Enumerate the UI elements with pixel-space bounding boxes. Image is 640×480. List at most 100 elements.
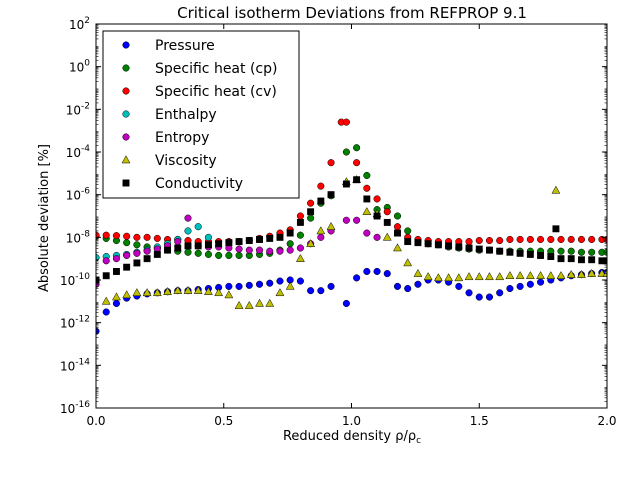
- legend-marker-specific-heat-cv: [122, 87, 130, 95]
- point-pressure: [296, 277, 304, 285]
- point-viscosity: [413, 268, 423, 277]
- point-viscosity: [214, 288, 224, 297]
- legend: Pressure Specific heat (cp) Specific heat …: [102, 30, 300, 199]
- point-specific-heat-cv: [133, 233, 141, 241]
- point-conductivity: [547, 253, 555, 260]
- legend-marker-enthalpy: [122, 110, 130, 118]
- point-viscosity: [275, 288, 285, 297]
- point-entropy: [276, 247, 284, 255]
- point-conductivity: [204, 241, 212, 249]
- point-entropy: [143, 247, 151, 255]
- point-viscosity: [536, 271, 545, 279]
- point-specific-heat-cp: [296, 231, 304, 239]
- axes: 0.0 0.5 1.0 1.5 2.0 102 100 10-2 10-4 10-6 10-8 10-…: [60, 16, 617, 428]
- point-viscosity: [122, 290, 132, 299]
- point-conductivity: [537, 252, 545, 259]
- point-viscosity: [295, 253, 305, 262]
- point-specific-heat-cv: [363, 184, 371, 192]
- y-tick-label: 100: [69, 59, 90, 75]
- y-tick-label: 10-14: [60, 357, 90, 373]
- point-conductivity: [194, 242, 202, 250]
- point-specific-heat-cv: [577, 235, 586, 244]
- point-specific-heat-cp: [393, 212, 402, 220]
- point-pressure: [475, 293, 483, 301]
- point-specific-heat-cv: [373, 195, 381, 203]
- point-entropy: [342, 216, 350, 224]
- point-conductivity: [434, 241, 442, 249]
- point-viscosity: [393, 243, 402, 252]
- point-specific-heat-cv: [588, 235, 596, 244]
- point-pressure: [465, 289, 473, 297]
- point-viscosity: [551, 185, 561, 194]
- point-viscosity: [587, 268, 597, 277]
- point-conductivity: [256, 236, 263, 243]
- point-viscosity: [444, 273, 454, 282]
- point-conductivity: [266, 234, 274, 242]
- point-entropy: [266, 247, 274, 255]
- chart-title: Critical isotherm Deviations from REFPRO…: [177, 4, 527, 22]
- legend-label-enthalpy: Enthalpy: [155, 107, 217, 123]
- point-viscosity: [203, 287, 213, 295]
- point-pressure: [393, 282, 402, 290]
- point-viscosity: [183, 285, 193, 294]
- point-specific-heat-cp: [557, 247, 565, 255]
- point-conductivity: [445, 242, 453, 250]
- point-conductivity: [424, 240, 432, 248]
- point-specific-heat-cv: [112, 232, 120, 240]
- point-specific-heat-cv: [123, 232, 131, 240]
- series-viscosity: [101, 175, 607, 309]
- point-specific-heat-cv: [327, 159, 335, 167]
- point-viscosity: [382, 232, 392, 241]
- point-entropy: [112, 255, 120, 263]
- point-conductivity: [327, 191, 335, 199]
- point-viscosity: [101, 296, 111, 305]
- legend-label-entropy: Entropy: [155, 130, 209, 146]
- point-pressure: [404, 284, 412, 293]
- point-specific-heat-cp: [577, 248, 586, 256]
- point-pressure: [317, 287, 325, 295]
- y-tick-label: 10-16: [60, 400, 90, 416]
- point-enthalpy: [184, 227, 192, 235]
- point-viscosity: [265, 298, 275, 307]
- point-viscosity: [505, 271, 515, 279]
- series-conductivity: [96, 176, 607, 284]
- point-entropy: [133, 249, 141, 257]
- point-conductivity: [276, 233, 284, 241]
- point-specific-heat-cp: [235, 251, 243, 260]
- point-conductivity: [307, 208, 315, 216]
- point-pressure: [506, 284, 514, 293]
- point-specific-heat-cp: [123, 239, 131, 247]
- point-specific-heat-cv: [557, 235, 565, 244]
- x-axis-label-text: Reduced density ρ/ρ: [283, 429, 416, 444]
- point-entropy: [184, 214, 192, 222]
- point-viscosity: [464, 272, 474, 281]
- point-conductivity: [112, 268, 120, 275]
- point-pressure: [102, 308, 110, 316]
- point-pressure: [307, 287, 315, 295]
- legend-marker-specific-heat-cp: [122, 64, 130, 72]
- point-viscosity: [306, 239, 316, 247]
- point-specific-heat-cp: [194, 249, 202, 257]
- point-pressure: [225, 282, 233, 290]
- point-specific-heat-cp: [588, 248, 596, 256]
- point-specific-heat-cv: [475, 236, 483, 245]
- point-specific-heat-cv: [506, 235, 514, 244]
- point-viscosity: [224, 290, 234, 299]
- legend-label-conductivity: Conductivity: [155, 176, 243, 192]
- point-viscosity: [163, 287, 172, 295]
- point-entropy: [373, 233, 381, 241]
- point-entropy: [353, 216, 361, 224]
- point-specific-heat-cp: [567, 247, 575, 255]
- point-specific-heat-cv: [547, 235, 555, 244]
- point-viscosity: [474, 272, 484, 281]
- point-viscosity: [362, 207, 372, 215]
- point-conductivity: [526, 250, 534, 258]
- point-specific-heat-cv: [296, 212, 304, 220]
- point-conductivity: [373, 212, 381, 220]
- point-conductivity: [184, 242, 192, 250]
- y-tick-label: 10-2: [66, 101, 90, 117]
- point-pressure: [245, 281, 253, 289]
- legend-marker-viscosity: [121, 155, 131, 164]
- legend-label-specific-heat-cp: Specific heat (cp): [155, 61, 277, 77]
- point-viscosity: [403, 258, 413, 267]
